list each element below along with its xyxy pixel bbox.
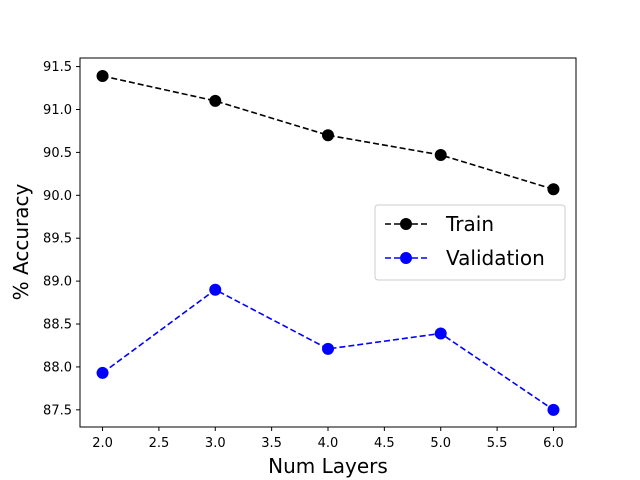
data-point-validation	[96, 366, 109, 379]
y-tick-label: 89.5	[43, 232, 72, 247]
legend: Train Validation	[374, 204, 566, 281]
x-tick-label: 3.0	[205, 436, 226, 451]
x-tick-label: 5.0	[430, 436, 451, 451]
data-point-validation	[322, 342, 334, 355]
legend-marker-train	[400, 218, 412, 230]
series-line-validation	[102, 288, 554, 411]
data-point-train	[322, 129, 334, 142]
x-tick-label: 5.5	[487, 436, 508, 451]
series-line-train	[102, 75, 554, 191]
legend-label-validation: Validation	[446, 246, 545, 270]
x-tick-label: 3.5	[261, 436, 282, 451]
data-point-train	[209, 94, 222, 107]
y-tick-label: 89.0	[43, 275, 72, 290]
data-point-train	[96, 70, 109, 83]
y-tick-label: 88.0	[43, 360, 72, 375]
data-point-train	[547, 183, 560, 196]
data-point-train	[434, 148, 447, 161]
x-tick-label: 2.5	[149, 436, 170, 451]
x-tick-label: 6.0	[543, 436, 564, 451]
y-tick-label: 87.5	[43, 403, 72, 418]
y-tick-label: 90.0	[43, 189, 72, 204]
legend-label-train: Train	[445, 212, 494, 236]
y-axis-label: % Accuracy	[9, 184, 33, 301]
y-tick-label: 88.5	[43, 318, 72, 333]
y-tick-label: 90.5	[43, 146, 72, 161]
y-tick-label: 91.5	[43, 60, 72, 75]
y-tick-label: 91.0	[43, 103, 72, 118]
x-tick-label: 4.0	[318, 436, 339, 451]
legend-marker-validation	[400, 252, 412, 264]
data-point-validation	[434, 327, 447, 340]
x-tick-label: 2.0	[92, 436, 113, 451]
data-point-validation	[547, 403, 560, 416]
data-point-validation	[209, 283, 222, 296]
x-tick-label: 4.5	[374, 436, 395, 451]
x-axis-label: Num Layers	[268, 454, 388, 478]
